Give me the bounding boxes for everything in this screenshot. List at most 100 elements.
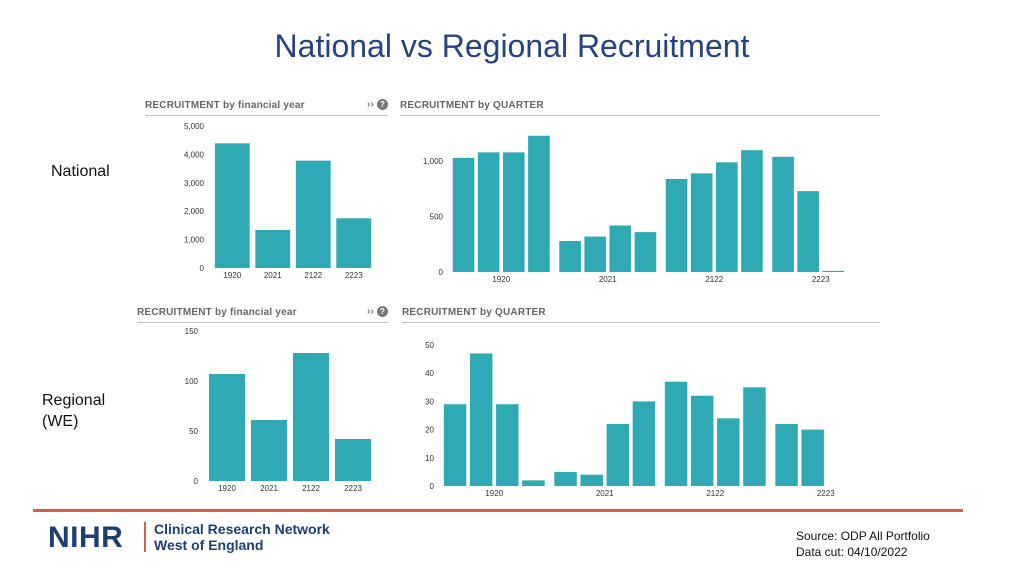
y-tick-label: 50	[189, 427, 198, 436]
y-tick-label: 40	[425, 369, 434, 378]
y-tick-label: 0	[194, 477, 199, 486]
source-note: Source: ODP All Portfolio Data cut: 04/1…	[796, 528, 930, 560]
row-label-regional-line1: Regional	[42, 392, 106, 409]
bar	[250, 420, 288, 481]
logo-divider	[144, 522, 146, 552]
page-title: National vs Regional Recruitment	[274, 28, 750, 64]
logo-wordmark: NIHR	[48, 521, 124, 554]
national-q-chart: 0 500 1,000 1920 2021 2122 2223	[423, 135, 845, 284]
bar	[255, 229, 291, 268]
x-tick-label: 2122	[705, 275, 723, 284]
bar	[469, 353, 493, 486]
bar	[664, 381, 688, 486]
x-tick-label: 2223	[812, 275, 830, 284]
help-icon[interactable]: ?	[377, 306, 388, 317]
regional-q-title: RECRUITMENT by QUARTER	[402, 307, 546, 318]
x-tick-label: 2122	[302, 484, 320, 493]
footer-divider	[33, 509, 963, 512]
bar	[334, 439, 372, 481]
logo-network-line2: West of England	[154, 537, 264, 553]
bar	[503, 152, 525, 272]
y-tick-label: 1,000	[423, 157, 444, 166]
bar	[208, 374, 246, 481]
bar	[632, 401, 656, 486]
x-tick-label: 2223	[817, 489, 835, 498]
bar	[690, 173, 713, 272]
x-tick-label: 2021	[260, 484, 278, 493]
y-tick-label: 50	[425, 341, 434, 350]
y-tick-label: 1,000	[184, 236, 205, 245]
bar	[741, 150, 763, 272]
y-tick-label: 4,000	[184, 150, 205, 159]
x-tick-label: 2223	[344, 484, 362, 493]
x-tick-label: 2021	[264, 271, 282, 280]
bar	[743, 387, 766, 486]
bar	[822, 270, 845, 272]
x-tick-label: 1920	[492, 275, 510, 284]
y-tick-label: 150	[185, 327, 199, 336]
bar	[214, 143, 250, 268]
x-tick-label: 2122	[304, 271, 322, 280]
y-tick-label: 3,000	[184, 179, 205, 188]
data-cut-line: Data cut: 04/10/2022	[796, 545, 908, 559]
y-tick-label: 0	[200, 264, 205, 273]
y-tick-label: 0	[430, 482, 435, 491]
help-icon[interactable]: ?	[377, 99, 388, 110]
bar	[797, 191, 819, 272]
regional-fy-title: RECRUITMENT by financial year	[137, 307, 297, 318]
bar	[606, 423, 630, 486]
bar	[801, 429, 824, 486]
source-line: Source: ODP All Portfolio	[796, 529, 930, 543]
x-tick-label: 1920	[218, 484, 236, 493]
x-tick-label: 2122	[706, 489, 724, 498]
bar	[634, 232, 657, 272]
bar	[528, 135, 550, 272]
row-label-regional-line2: (WE)	[42, 413, 79, 430]
expand-icon[interactable]: ››	[366, 99, 374, 111]
bar	[772, 156, 794, 272]
y-tick-label: 500	[430, 213, 444, 222]
national-fy-header-icons: ››?	[367, 99, 388, 110]
bar	[443, 404, 467, 486]
bar	[522, 480, 545, 486]
bar	[554, 471, 577, 486]
bar	[496, 404, 519, 486]
national-q-title: RECRUITMENT by QUARTER	[400, 100, 544, 111]
regional-fy-header-icons: ››?	[367, 306, 388, 317]
logo-network-line1: Clinical Research Network	[154, 521, 330, 537]
bar	[452, 157, 475, 272]
y-tick-label: 20	[425, 426, 434, 435]
national-q-header: RECRUITMENT by QUARTER	[400, 100, 880, 116]
y-tick-label: 0	[439, 268, 444, 277]
bar	[292, 353, 330, 481]
bar	[580, 474, 603, 486]
bar	[775, 423, 798, 486]
y-tick-label: 10	[425, 454, 434, 463]
bar	[717, 418, 740, 486]
bar	[690, 395, 714, 486]
bar	[584, 236, 606, 272]
x-tick-label: 1920	[223, 271, 241, 280]
row-label-national: National	[51, 163, 110, 180]
x-tick-label: 2021	[599, 275, 617, 284]
x-tick-label: 2021	[596, 489, 614, 498]
regional-fy-chart: 0 50 100 150 1920 2021 2122 2223	[185, 327, 372, 493]
regional-q-chart: 0 10 20 30 40 50 1920 2021 2122 2223	[425, 341, 835, 498]
bar	[665, 178, 688, 272]
x-tick-label: 1920	[485, 489, 503, 498]
national-fy-header: RECRUITMENT by financial year ››?	[145, 99, 388, 116]
bar	[295, 160, 331, 268]
y-tick-label: 2,000	[184, 207, 205, 216]
bar	[716, 162, 738, 272]
national-fy-title: RECRUITMENT by financial year	[145, 100, 305, 111]
bar	[477, 152, 500, 272]
y-tick-label: 30	[425, 397, 434, 406]
row-label-regional: Regional (WE)	[42, 390, 105, 432]
bar	[336, 218, 372, 268]
expand-icon[interactable]: ››	[366, 306, 374, 318]
x-tick-label: 2223	[345, 271, 363, 280]
bar	[609, 225, 632, 272]
y-tick-label: 100	[185, 377, 199, 386]
national-fy-chart: 0 1,000 2,000 3,000 4,000 5,000 1920 2021 2122 22…	[184, 122, 372, 280]
regional-fy-header: RECRUITMENT by financial year ››?	[137, 306, 388, 323]
